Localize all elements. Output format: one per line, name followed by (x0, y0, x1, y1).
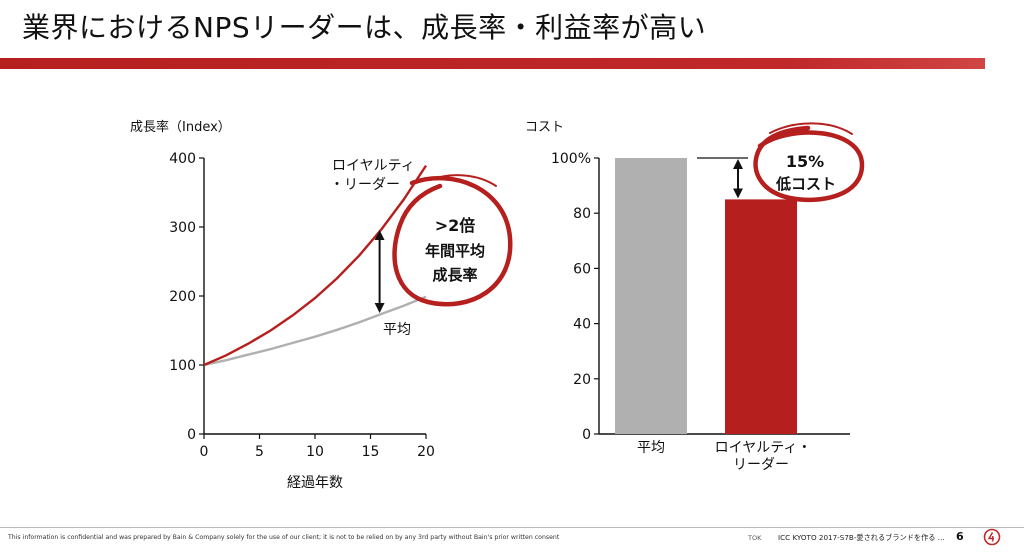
growth-y-ticks: 0 100 200 300 400 (169, 151, 204, 443)
footer-divider (0, 527, 1024, 528)
growth-series-lines (203, 164, 428, 367)
legend-label-loyalty-leader-line1: ロイヤルティ (332, 158, 415, 174)
office-code: TOK (748, 534, 762, 542)
growth-loyalty-leader-line (203, 164, 428, 367)
cost-category-label: リーダー (733, 457, 789, 473)
growth-y-tick-label: 300 (169, 220, 196, 236)
cost-callout-line2: 低コスト (775, 175, 836, 193)
cost-category-label: ロイヤルティ・ (715, 440, 812, 456)
growth-callout-line2: 年間平均 (425, 242, 485, 260)
cost-bar-chart: コスト 0 20 40 60 80 100% 平均 ロイヤルティ・リーダー 15% 低コスト (525, 120, 865, 473)
cost-y-tick-label: 80 (573, 206, 591, 222)
legend-label-loyalty-leader-line2: ・リーダー (330, 177, 400, 193)
growth-x-tick-label: 20 (417, 444, 435, 460)
cost-y-tick-label: 100% (551, 151, 591, 167)
growth-line-chart: 成長率（Index） 0 100 200 300 400 0 5 10 15 20 経過年数 ロ… (130, 119, 513, 491)
cost-bars (615, 158, 797, 434)
cost-y-tick-label: 0 (582, 427, 591, 443)
cost-category-labels: 平均 ロイヤルティ・リーダー (637, 440, 811, 473)
cost-bar-loyalty-leader (725, 199, 797, 434)
growth-y-tick-label: 200 (169, 289, 196, 305)
cost-callout: 15% 低コスト (753, 122, 865, 203)
growth-average-line (203, 295, 427, 367)
cost-bar-average (615, 158, 687, 434)
cost-callout-circle (753, 125, 865, 203)
page-number: 6 (956, 530, 964, 543)
growth-callout-swoosh (429, 174, 497, 187)
growth-callout-line3: 成長率 (432, 266, 477, 284)
growth-y-tick-label: 0 (187, 427, 196, 443)
growth-x-tick-label: 0 (200, 444, 209, 460)
cost-callout-line1: 15% (786, 152, 824, 171)
cost-y-tick-label: 60 (573, 261, 591, 277)
growth-y-tick-label: 100 (169, 358, 196, 374)
growth-x-tick-label: 10 (306, 444, 324, 460)
cost-y-axis-label: コスト (525, 120, 564, 135)
growth-y-tick-label: 400 (169, 151, 196, 167)
cost-y-tick-label: 20 (573, 372, 591, 388)
cost-category-label: 平均 (637, 440, 665, 456)
growth-x-tick-label: 5 (255, 444, 264, 460)
growth-y-axis-label: 成長率（Index） (130, 119, 231, 135)
deck-footnote: ICC KYOTO 2017-S7B-愛されるブランドを作る ... (778, 533, 945, 542)
confidentiality-disclaimer: This information is confidential and was… (8, 534, 560, 541)
growth-callout-line1: >2倍 (435, 216, 476, 235)
growth-callout-circle (392, 175, 513, 307)
cost-callout-swoosh (769, 122, 853, 135)
growth-x-ticks: 0 5 10 15 20 (200, 434, 435, 460)
cost-y-ticks: 0 20 40 60 80 100% (551, 151, 599, 443)
growth-x-axis-label: 経過年数 (287, 475, 343, 491)
brand-logo-icon (983, 528, 1001, 546)
title-underline-bar (0, 58, 985, 69)
page-title: 業界におけるNPSリーダーは、成長率・利益率が高い (22, 11, 707, 44)
cost-y-tick-label: 40 (573, 317, 591, 333)
legend-label-average: 平均 (383, 322, 411, 338)
growth-callout: >2倍 年間平均 成長率 (392, 174, 513, 307)
growth-x-tick-label: 15 (362, 444, 380, 460)
